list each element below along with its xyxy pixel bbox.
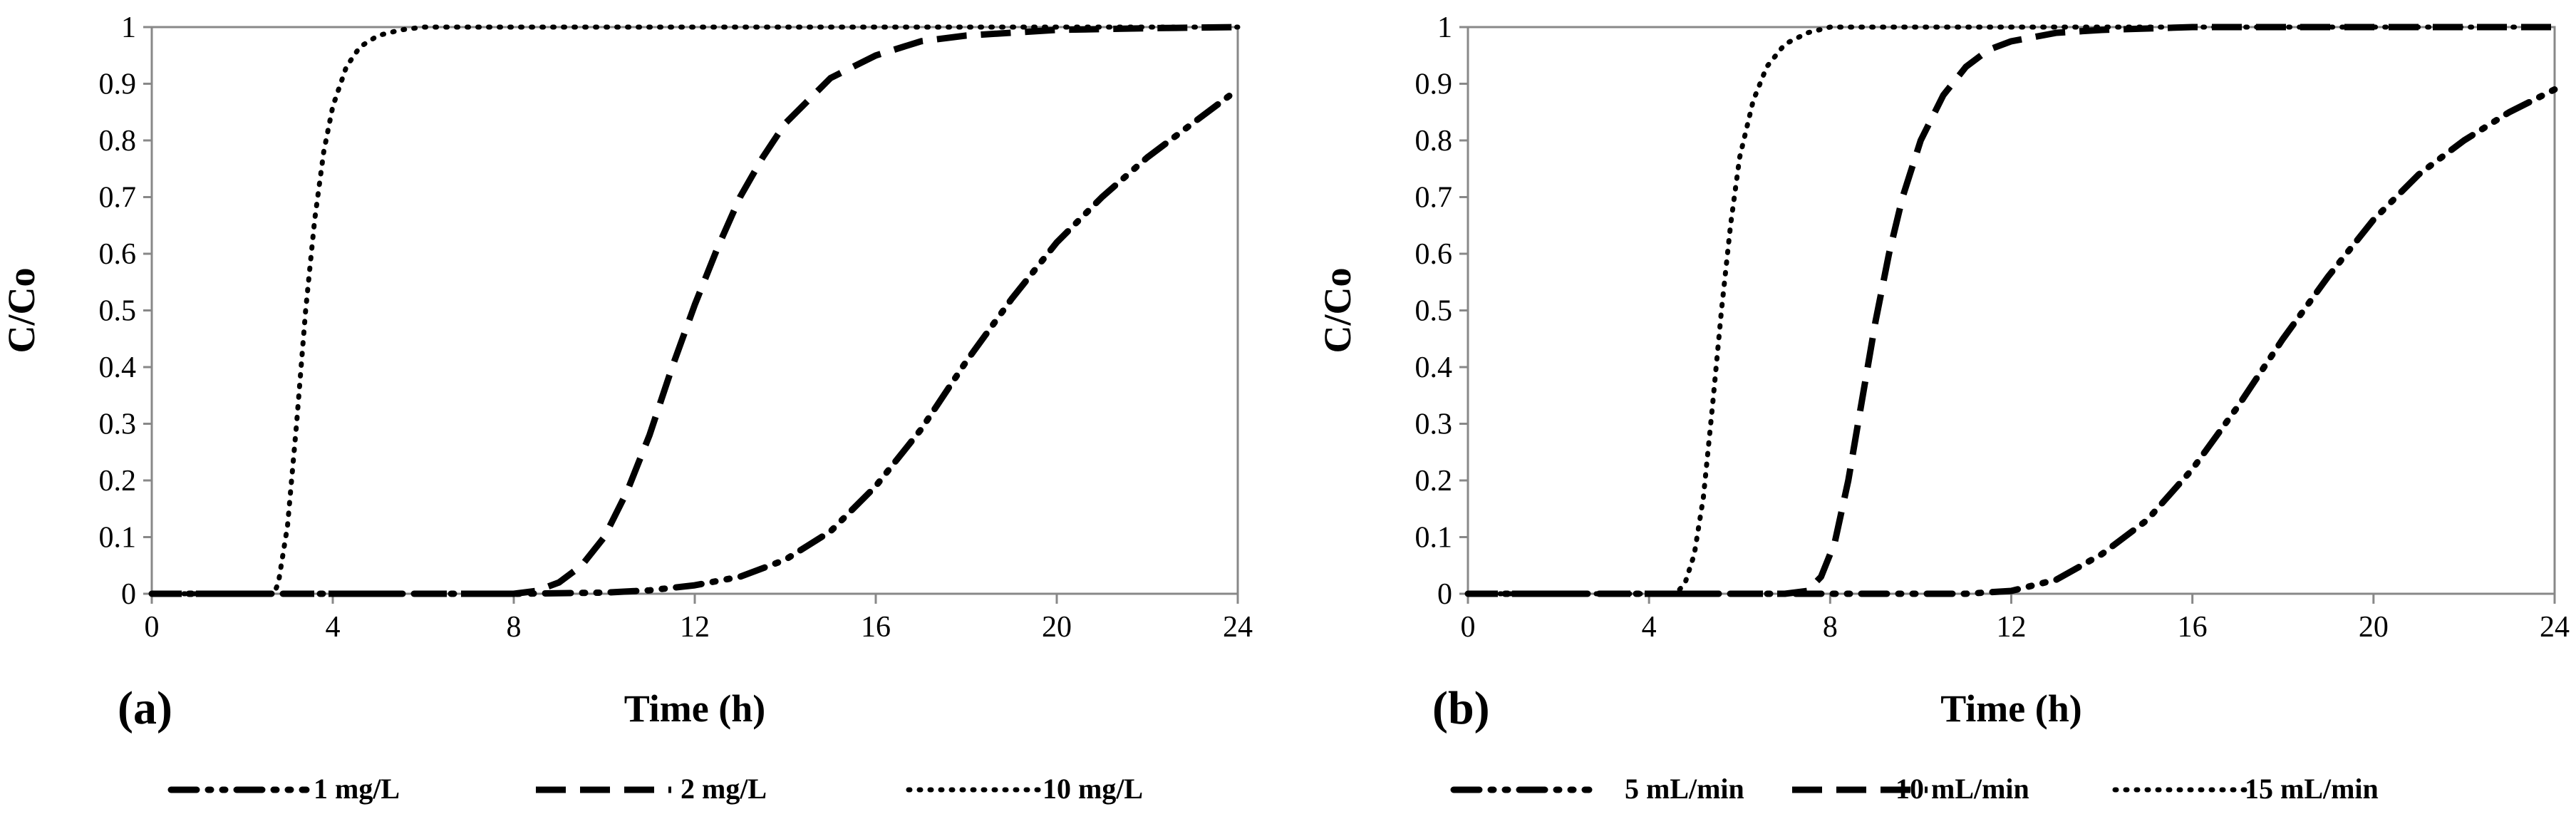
x-axis-title: Time (h) [1940,687,2082,730]
chart-panel-0: 0 0.1 0.2 0.3 0.4 0.5 0.6 0.7 0.8 0.9 1 0 4 8 12 16 20 24… [0,11,1253,805]
panel-label: (a) [118,682,172,734]
x-axis-title: Time (h) [624,687,766,730]
y-tick-label: 0.4 [1415,351,1453,384]
y-tick-label: 0.9 [99,68,137,101]
y-tick-label: 1 [121,11,136,44]
series-line-15-ml-min [1465,24,2557,597]
legend-label: 15 mL/min [2245,773,2379,805]
y-axis-title: C/Co [1316,268,1359,354]
y-tick-label: 0.8 [99,125,137,158]
x-tick-label: 12 [1997,611,2027,644]
x-tick-label: 4 [1642,611,1657,644]
y-tick-label: 0 [121,578,136,611]
y-tick-label: 1 [1437,11,1452,44]
y-tick-label: 0.7 [1415,182,1453,215]
y-tick-label: 0.8 [1415,125,1453,158]
plot-frame [1467,26,2556,595]
y-tick-label: 0.9 [1415,68,1453,101]
y-tick-label: 0.5 [1415,295,1453,328]
x-tick-label: 4 [326,611,341,644]
series-line-10-mg-l [149,24,1241,597]
y-tick-label: 0.3 [99,408,137,441]
x-tick-label: 16 [2178,611,2208,644]
y-tick-label: 0.3 [1415,408,1453,441]
x-tick-label: 24 [2540,611,2570,644]
x-tick-label: 0 [1461,611,1476,644]
y-tick-label: 0.5 [99,295,137,328]
legend-label: 5 mL/min [1625,773,1744,805]
y-tick-label: 0.1 [1415,522,1453,555]
y-tick-label: 0.1 [99,522,137,555]
x-tick-label: 20 [2359,611,2389,644]
series-line-2-mg-l [152,24,1238,597]
legend-label: 1 mg/L [314,773,400,805]
x-tick-label: 8 [1823,611,1838,644]
chart-panel-1: 0 0.1 0.2 0.3 0.4 0.5 0.6 0.7 0.8 0.9 1 0 4 8 12 16 20 24… [1316,11,2570,805]
legend-label: 10 mg/L [1043,773,1143,805]
series-line-1-mg-l [148,86,1241,597]
y-tick-label: 0.7 [99,182,137,215]
x-tick-label: 8 [507,611,522,644]
series-line-5-ml-min [1464,86,2558,597]
x-tick-label: 24 [1223,611,1253,644]
x-tick-label: 0 [145,611,160,644]
legend-label: 2 mg/L [681,773,767,805]
x-tick-label: 12 [680,611,710,644]
y-tick-label: 0.2 [1415,465,1453,498]
y-tick-label: 0.2 [99,465,137,498]
legend-label: 10 mL/min [1895,773,2029,805]
y-tick-label: 0.6 [1415,238,1453,271]
y-tick-label: 0 [1437,578,1452,611]
x-tick-label: 16 [861,611,891,644]
panel-label: (b) [1432,682,1490,734]
series-line-10-ml-min [1468,24,2555,597]
x-tick-label: 20 [1042,611,1072,644]
y-tick-label: 0.6 [99,238,137,271]
y-tick-label: 0.4 [99,351,137,384]
y-axis-title: C/Co [0,268,43,354]
